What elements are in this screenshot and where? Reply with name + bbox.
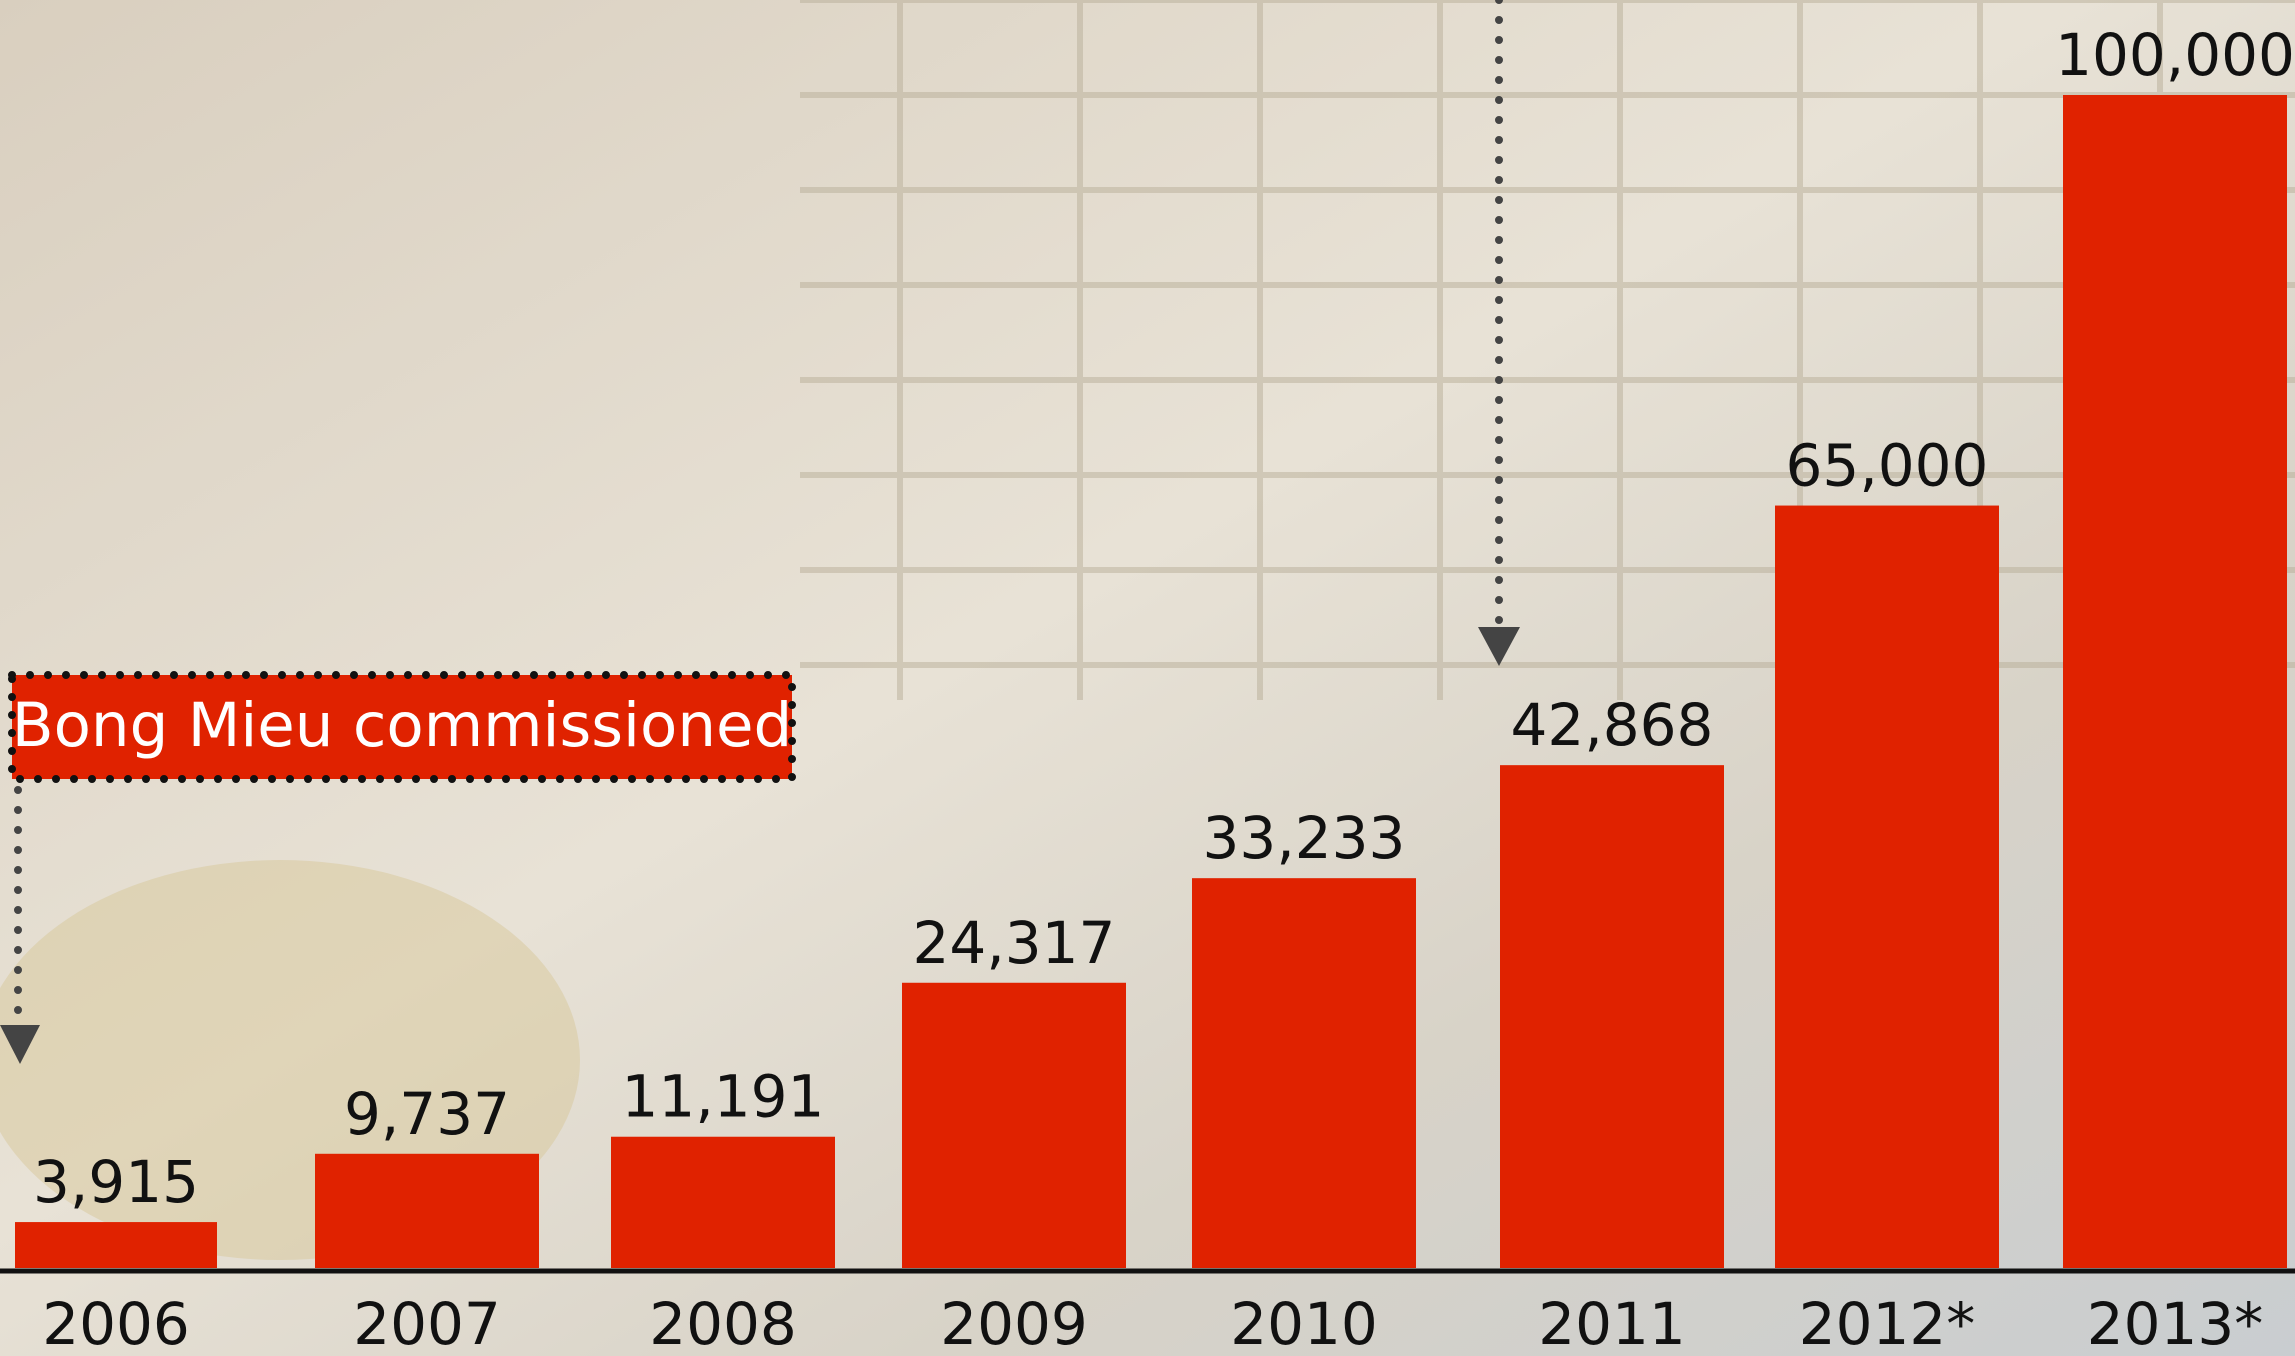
arrow-head [0, 1025, 40, 1064]
x-tick-label: 2012* [1799, 1290, 1976, 1356]
x-tick-label: 2013* [2087, 1290, 2264, 1356]
x-tick-label: 2006 [42, 1290, 190, 1356]
bar [1500, 765, 1724, 1268]
value-label: 3,915 [33, 1148, 199, 1216]
x-tick-label: 2011 [1538, 1290, 1686, 1356]
value-label: 100,000 [2055, 21, 2295, 89]
value-label: 65,000 [1786, 432, 1989, 500]
value-label: 42,868 [1511, 691, 1714, 759]
bar [315, 1153, 539, 1268]
x-tick-label: 2008 [649, 1290, 797, 1356]
value-label: 11,191 [622, 1063, 825, 1131]
bar [902, 982, 1126, 1268]
annotation-box [8, 671, 796, 783]
bar [611, 1136, 835, 1268]
value-label: 9,737 [344, 1080, 510, 1148]
background-panels [800, 0, 2295, 700]
x-tick-label: 2010 [1230, 1290, 1378, 1356]
bar [15, 1222, 217, 1268]
x-tick-label: 2009 [940, 1290, 1088, 1356]
annotation: Bong Mieu commissioned [12, 690, 793, 761]
value-label: 24,317 [913, 909, 1116, 977]
bar [1775, 505, 1999, 1268]
arrow-head [1478, 627, 1520, 666]
value-label: 33,233 [1203, 804, 1406, 872]
bar [2063, 95, 2287, 1268]
x-tick-label: 2007 [353, 1290, 501, 1356]
bar [1192, 878, 1416, 1268]
